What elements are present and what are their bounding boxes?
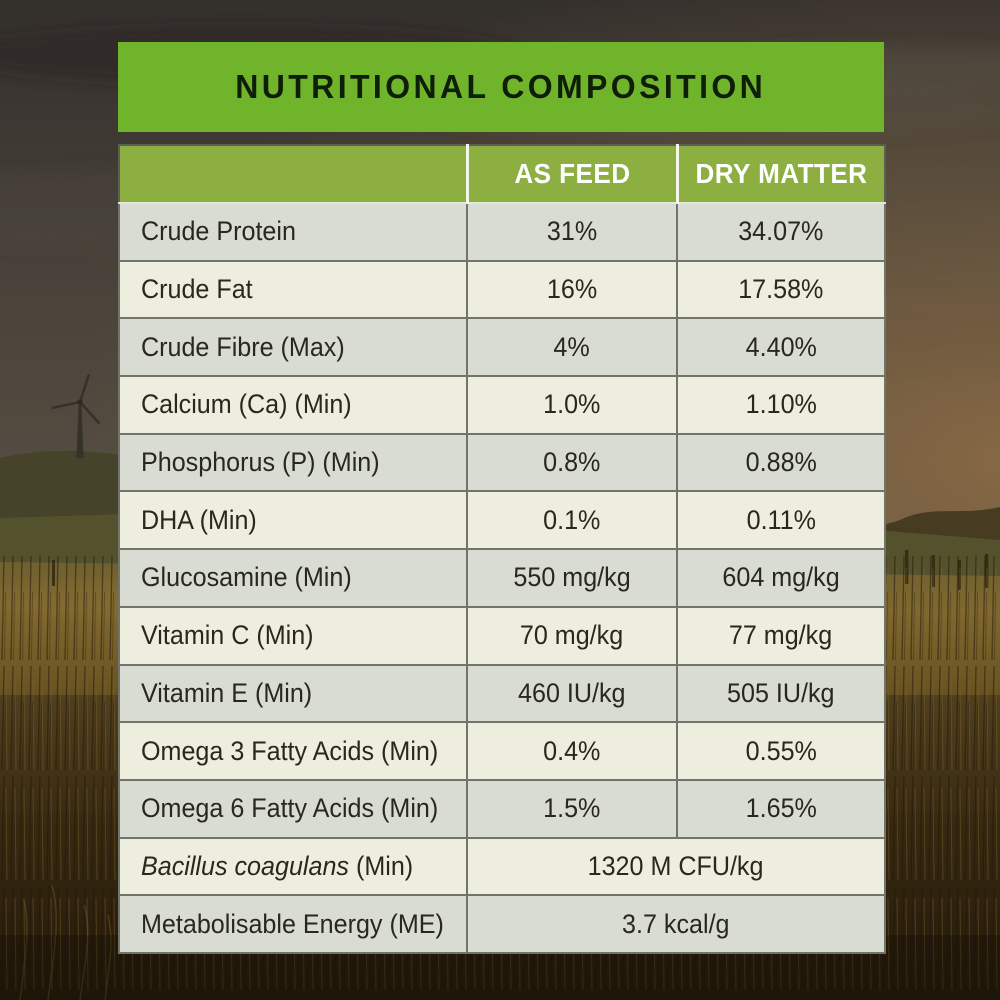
table-row: Vitamin E (Min) 460 IU/kg 505 IU/kg bbox=[118, 663, 886, 724]
wind-turbine bbox=[51, 374, 100, 458]
as-feed-cell: 550 mg/kg bbox=[466, 548, 678, 608]
row-label-cell: Omega 6 Fatty Acids (Min) bbox=[118, 778, 468, 839]
table-row: Bacillus coagulans (Min) 1320 M CFU/kg bbox=[118, 836, 886, 897]
dry-matter-cell: 17.58% bbox=[676, 259, 886, 320]
as-feed-cell: 0.4% bbox=[466, 721, 678, 781]
row-label-cell: Bacillus coagulans (Min) bbox=[118, 836, 468, 897]
row-label-cell: Metabolisable Energy (ME) bbox=[118, 894, 468, 954]
page-title: NUTRITIONAL COMPOSITION bbox=[235, 68, 767, 105]
row-label-cell: Vitamin E (Min) bbox=[118, 663, 468, 724]
table-row: DHA (Min) 0.1% 0.11% bbox=[118, 490, 886, 551]
row-label-cell: Phosphorus (P) (Min) bbox=[118, 432, 468, 493]
row-label-cell: Crude Fibre (Max) bbox=[118, 317, 468, 378]
table-row: Calcium (Ca) (Min) 1.0% 1.10% bbox=[118, 375, 886, 435]
header-spacer-cell bbox=[119, 145, 467, 204]
as-feed-cell: 31% bbox=[466, 202, 678, 262]
row-label-cell: Vitamin C (Min) bbox=[118, 605, 468, 666]
row-label-cell: DHA (Min) bbox=[118, 490, 468, 551]
row-label-cell: Crude Protein bbox=[118, 202, 468, 262]
dry-matter-cell: 604 mg/kg bbox=[676, 548, 886, 608]
header-dry-matter: DRY MATTER bbox=[675, 145, 885, 204]
table-row: Omega 6 Fatty Acids (Min) 1.5% 1.65% bbox=[118, 778, 886, 839]
header-as-feed: AS FEED bbox=[465, 145, 677, 204]
table-row: Glucosamine (Min) 550 mg/kg 604 mg/kg bbox=[118, 548, 886, 608]
row-label-cell: Calcium (Ca) (Min) bbox=[118, 375, 468, 435]
dry-matter-cell: 77 mg/kg bbox=[676, 605, 886, 666]
table-row: Crude Fibre (Max) 4% 4.40% bbox=[118, 317, 886, 378]
row-label-cell: Crude Fat bbox=[118, 259, 468, 320]
species-name: Bacillus coagulans bbox=[141, 850, 349, 881]
as-feed-cell: 0.1% bbox=[466, 490, 678, 551]
dry-matter-cell: 1.10% bbox=[676, 375, 886, 435]
as-feed-cell: 4% bbox=[466, 317, 678, 378]
as-feed-cell: 1.0% bbox=[466, 375, 678, 435]
merged-value-cell: 1320 M CFU/kg bbox=[466, 836, 886, 897]
nutrition-table: AS FEED DRY MATTER Crude Protein 31% 34.… bbox=[118, 144, 886, 954]
header-row: AS FEED DRY MATTER bbox=[119, 145, 885, 204]
dry-matter-cell: 0.88% bbox=[676, 432, 886, 493]
species-qualifier: (Min) bbox=[348, 850, 414, 881]
row-label-cell: Omega 3 Fatty Acids (Min) bbox=[118, 721, 468, 781]
table-row: Omega 3 Fatty Acids (Min) 0.4% 0.55% bbox=[118, 721, 886, 781]
as-feed-cell: 70 mg/kg bbox=[466, 605, 678, 666]
table-row: Crude Protein 31% 34.07% bbox=[118, 202, 886, 262]
title-bar: NUTRITIONAL COMPOSITION bbox=[118, 42, 884, 132]
as-feed-cell: 460 IU/kg bbox=[466, 663, 678, 724]
row-label-cell: Glucosamine (Min) bbox=[118, 548, 468, 608]
table-row: Metabolisable Energy (ME) 3.7 kcal/g bbox=[118, 894, 886, 954]
dry-matter-cell: 0.11% bbox=[676, 490, 886, 551]
merged-value-cell: 3.7 kcal/g bbox=[466, 894, 886, 954]
dry-matter-cell: 1.65% bbox=[676, 778, 886, 839]
table-row: Vitamin C (Min) 70 mg/kg 77 mg/kg bbox=[118, 605, 886, 666]
as-feed-cell: 16% bbox=[466, 259, 678, 320]
as-feed-cell: 0.8% bbox=[466, 432, 678, 493]
table-row: Phosphorus (P) (Min) 0.8% 0.88% bbox=[118, 432, 886, 493]
dry-matter-cell: 0.55% bbox=[676, 721, 886, 781]
dry-matter-cell: 505 IU/kg bbox=[676, 663, 886, 724]
as-feed-cell: 1.5% bbox=[466, 778, 678, 839]
dry-matter-cell: 4.40% bbox=[676, 317, 886, 378]
table-row: Crude Fat 16% 17.58% bbox=[118, 259, 886, 320]
dry-matter-cell: 34.07% bbox=[676, 202, 886, 262]
